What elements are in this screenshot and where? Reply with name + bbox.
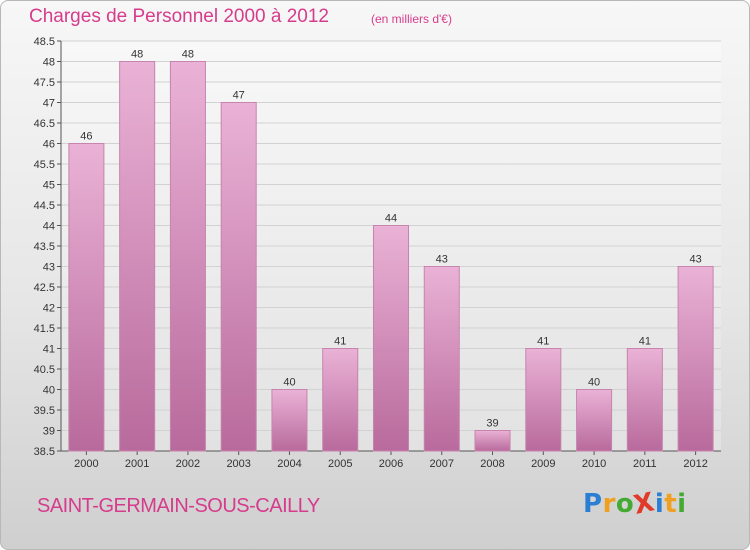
y-tick-label: 38.5 — [34, 446, 55, 458]
y-tick-label: 42 — [43, 303, 55, 315]
data-label: 43 — [689, 254, 701, 266]
data-label: 48 — [182, 49, 194, 61]
y-tick-label: 46.5 — [34, 118, 55, 130]
x-tick-label: 2010 — [582, 458, 606, 470]
y-tick-label: 43.5 — [34, 241, 55, 253]
y-tick-label: 47 — [43, 98, 55, 110]
x-tick-label: 2008 — [480, 458, 504, 470]
data-label: 47 — [233, 90, 245, 102]
commune-name: SAINT-GERMAIN-SOUS-CAILLY — [37, 495, 320, 517]
bar-2003 — [220, 102, 257, 452]
data-label: 44 — [385, 213, 397, 225]
data-label: 39 — [486, 418, 498, 430]
data-label: 41 — [537, 336, 549, 348]
data-label: 41 — [639, 336, 651, 348]
x-tick-label: 2001 — [125, 458, 149, 470]
bar-2001 — [119, 61, 156, 452]
logo-letter: P — [583, 489, 603, 519]
bar-2004 — [271, 389, 308, 452]
y-tick-label: 43 — [43, 262, 55, 274]
x-tick-label: 2009 — [531, 458, 555, 470]
y-tick-label: 41.5 — [34, 323, 55, 335]
logo-letter: o — [615, 489, 635, 519]
bar-2012 — [677, 266, 714, 452]
x-tick-label: 2003 — [226, 458, 250, 470]
bar-2000 — [68, 143, 105, 452]
x-tick-label: 2007 — [430, 458, 454, 470]
bar-2008 — [474, 430, 511, 452]
logo-letter: r — [602, 489, 616, 519]
bar-2002 — [169, 61, 206, 452]
data-label: 40 — [588, 377, 600, 389]
logo-letter: X — [631, 487, 658, 521]
x-tick-label: 2006 — [379, 458, 403, 470]
y-tick-label: 46 — [43, 139, 55, 151]
y-tick-label: 40 — [43, 385, 55, 397]
y-tick-label: 48 — [43, 57, 55, 69]
y-tick-label: 45 — [43, 180, 55, 192]
chart-subtitle: (en milliers d'€) — [371, 12, 452, 26]
bar-2010 — [576, 389, 613, 452]
y-tick-label: 42.5 — [34, 282, 55, 294]
data-label: 43 — [436, 254, 448, 266]
bars — [68, 61, 714, 452]
logo-letter: i — [654, 489, 665, 519]
bar-2011 — [626, 348, 663, 452]
bar-2006 — [372, 225, 410, 452]
y-tick-label: 44.5 — [34, 200, 55, 212]
chart-title: Charges de Personnel 2000 à 2012 — [29, 6, 330, 27]
axes: 38.5 39 39.5 40 40.5 41 41.5 42 42.5 43 43.5 44 44.5… — [34, 36, 721, 470]
x-tick-label: 2000 — [74, 458, 98, 470]
bar-2007 — [423, 266, 460, 452]
y-tick-label: 40.5 — [34, 364, 55, 376]
logo-letter: i — [677, 489, 687, 519]
data-labels: 46 48 48 47 40 41 44 43 39 41 40 41 43 — [80, 49, 701, 430]
x-tick-label: 2004 — [277, 458, 301, 470]
logo-letter: t — [664, 489, 678, 519]
y-tick-label: 48.5 — [34, 36, 55, 48]
y-tick-label: 45.5 — [34, 159, 55, 171]
x-tick-label: 2012 — [683, 458, 707, 470]
bar-2005 — [322, 348, 359, 452]
data-label: 46 — [80, 131, 92, 143]
y-tick-label: 39 — [43, 426, 55, 438]
data-label: 40 — [283, 377, 295, 389]
x-tick-label: 2005 — [328, 458, 352, 470]
y-tick-label: 44 — [43, 221, 55, 233]
x-tick-label: 2011 — [633, 458, 657, 470]
proxiti-logo: ProXiti — [583, 487, 687, 521]
y-tick-label: 41 — [43, 344, 55, 356]
bar-2009 — [525, 348, 562, 452]
y-tick-label: 39.5 — [34, 405, 55, 417]
y-tick-label: 47.5 — [34, 77, 55, 89]
x-tick-label: 2002 — [176, 458, 200, 470]
data-label: 48 — [131, 49, 143, 61]
data-label: 41 — [334, 336, 346, 348]
